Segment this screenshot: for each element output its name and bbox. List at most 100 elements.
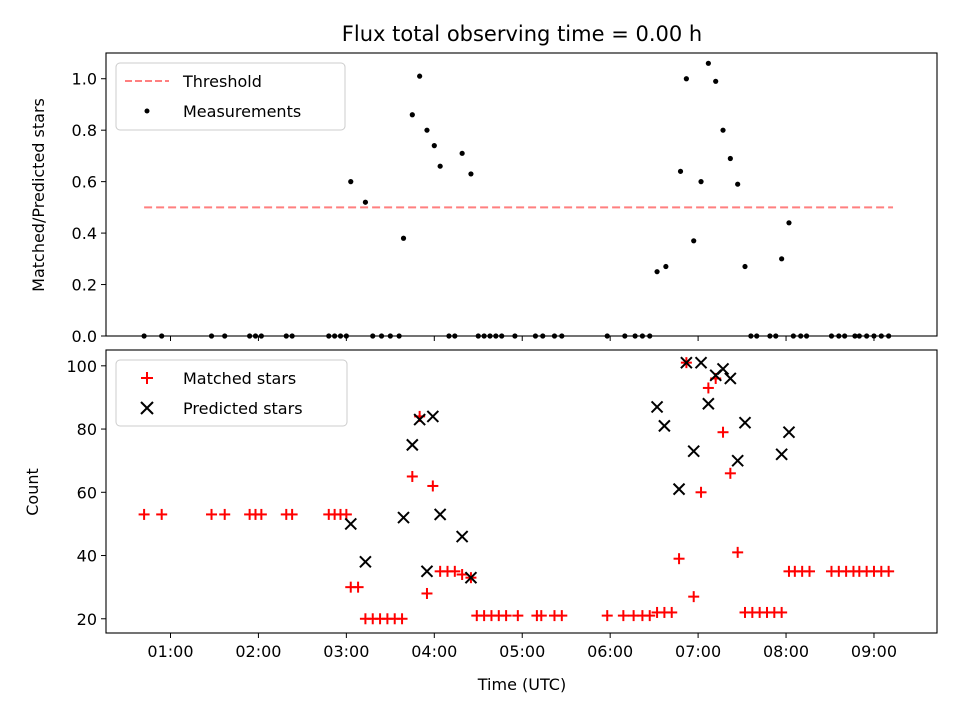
predicted-star-point [782, 426, 796, 439]
count-panel: 20 40 60 80 100 01:00 02:00 03:00 04:00 05:00 06:… [23, 349, 938, 694]
predicted-star-point [455, 530, 469, 543]
matched-star-point [702, 382, 714, 394]
measurement-point [417, 73, 423, 79]
x-tick-label: 03:00 [323, 642, 369, 661]
predicted-star-point [464, 571, 478, 584]
y-tick-label: 1.0 [72, 70, 97, 89]
matched-star-point [883, 565, 895, 577]
matched-star-point [456, 569, 468, 581]
matched-star-point [500, 610, 512, 622]
measurement-point [691, 238, 697, 244]
predicted-star-point [359, 555, 372, 569]
matched-star-point [617, 610, 629, 622]
measurement-point [468, 171, 474, 177]
matched-star-point [449, 565, 461, 577]
predicted-star-point [420, 565, 434, 578]
matched-star-point [512, 610, 524, 622]
bottom-y-axis-ticks: 20 40 60 80 100 [66, 357, 106, 629]
predicted-star-point [397, 511, 410, 524]
predicted-star-point [724, 372, 737, 385]
predicted-star-point [406, 438, 419, 452]
predicted-legend-swatch [140, 401, 154, 415]
predicted-star-point [731, 454, 744, 467]
measurement-point [677, 168, 684, 174]
matched-legend-label: Matched stars [183, 369, 296, 388]
y-tick-label: 40 [77, 547, 97, 566]
matched-star-point [673, 553, 685, 565]
measurement-point [654, 269, 660, 275]
matched-star-point [138, 508, 150, 520]
predicted-star-point [716, 362, 730, 376]
measurement-point [698, 179, 704, 185]
x-tick-label: 09:00 [851, 642, 897, 661]
top-x-axis-ticks [169, 336, 875, 341]
matched-star-point [724, 467, 736, 479]
predicted-legend-label: Predicted stars [183, 399, 303, 418]
predicted-star-point [650, 400, 664, 414]
matched-star-point [340, 508, 352, 520]
x-axis-label: Time (UTC) [477, 675, 566, 694]
top-y-axis-ticks: 0.0 0.2 0.4 0.6 0.8 1.0 [72, 70, 106, 346]
matched-star-point [286, 508, 298, 520]
matched-star-point [644, 610, 656, 622]
matched-star-point [556, 610, 568, 622]
matched-star-point [219, 508, 231, 520]
matched-star-point [601, 610, 613, 622]
matched-star-point [776, 606, 788, 618]
measurement-point [779, 256, 785, 262]
matched-star-point [421, 587, 433, 599]
matched-star-point [666, 606, 678, 618]
measurement-point [400, 235, 407, 241]
matched-star-point [206, 508, 218, 520]
measurements-legend-swatch [144, 108, 150, 114]
matched-legend-swatch [141, 372, 153, 384]
measurement-point [713, 78, 719, 84]
measurement-point [742, 263, 748, 270]
threshold-legend-label: Threshold [182, 72, 262, 91]
ratio-panel: 0.0 0.2 0.4 0.6 0.8 1.0 Matched/Predicted sta… [29, 52, 938, 346]
y-tick-label: 0.8 [72, 121, 97, 140]
y-tick-label: 100 [66, 357, 97, 376]
bottom-panel-frame [105, 349, 938, 634]
matched-star-point [255, 508, 267, 520]
matched-star-point [803, 565, 815, 577]
x-tick-label: 01:00 [147, 642, 193, 661]
measurement-point [437, 163, 443, 169]
matched-star-point [427, 480, 439, 492]
x-tick-label: 04:00 [411, 642, 457, 661]
y-tick-label: 60 [77, 483, 97, 502]
predicted-star-point [413, 413, 426, 426]
bottom-panel-marks [138, 356, 895, 625]
matched-star-point [352, 581, 364, 593]
matched-star-point [535, 610, 547, 622]
matched-star-point [732, 546, 744, 558]
predicted-star-point [672, 482, 686, 496]
y-tick-label: 20 [77, 610, 97, 629]
chart-title: Flux total observing time = 0.00 h [342, 22, 702, 46]
measurement-point [459, 150, 465, 156]
predicted-star-point [680, 356, 693, 369]
y-tick-label: 0.6 [72, 173, 97, 192]
predicted-star-point [658, 419, 671, 433]
measurement-point [705, 60, 711, 66]
measurements-legend-label: Measurements [183, 102, 301, 121]
predicted-star-point [775, 448, 788, 461]
bottom-legend: Matched stars Predicted stars [115, 359, 348, 427]
x-tick-label: 06:00 [587, 642, 633, 661]
top-panel-frame [105, 52, 938, 337]
measurement-point [683, 76, 689, 82]
predicted-star-point [426, 410, 440, 423]
top-legend: Threshold Measurements [115, 62, 346, 131]
matched-star-point [717, 426, 729, 438]
y-tick-label: 0.0 [72, 327, 97, 346]
x-tick-label: 08:00 [763, 642, 809, 661]
measurement-point [424, 127, 430, 133]
matched-star-point [688, 591, 700, 603]
bottom-x-axis-ticks: 01:00 02:00 03:00 04:00 05:00 06:00 07:00 08:00… [147, 633, 897, 661]
predicted-star-point [687, 444, 700, 458]
x-tick-label: 05:00 [499, 642, 545, 661]
y-tick-label: 80 [77, 420, 97, 439]
measurement-point [431, 143, 437, 149]
measurement-point [727, 155, 733, 162]
